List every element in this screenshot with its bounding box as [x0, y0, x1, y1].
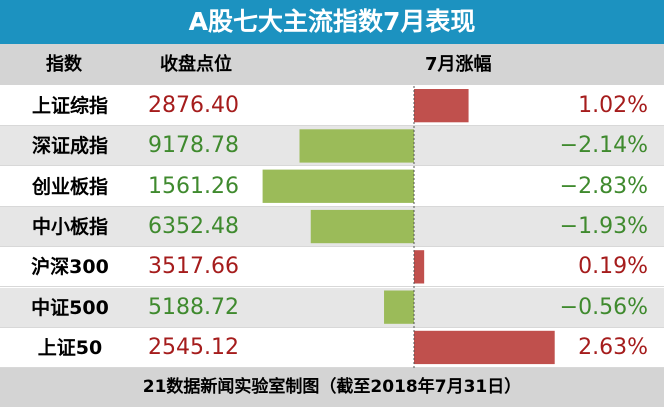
index-name: 创业板指 [31, 175, 108, 198]
index-name: 中证500 [31, 296, 109, 319]
change-label: 2.63% [578, 334, 648, 360]
change-label: 0.19% [578, 254, 648, 280]
header-close: 收盘点位 [160, 54, 232, 75]
table-row: 中小板指 6352.48 −1.93% [0, 206, 664, 247]
index-name: 沪深300 [31, 256, 109, 279]
table-row: 沪深300 3517.66 0.19% [0, 247, 664, 288]
change-label: 1.02% [578, 93, 648, 118]
change-label: −2.14% [559, 133, 648, 159]
close-value: 5188.72 [148, 294, 239, 320]
change-label: −2.83% [559, 173, 648, 199]
chart-footer: 21数据新闻实验室制图（截至2018年7月31日） [0, 368, 664, 407]
table-header: 指数 收盘点位 7月涨幅 [0, 44, 664, 86]
header-change: 7月涨幅 [425, 54, 492, 75]
index-name: 中小板指 [31, 215, 108, 238]
table-row: 创业板指 1561.26 −2.83% [0, 166, 664, 207]
index-name: 深证成指 [31, 135, 108, 158]
change-label: −1.93% [559, 213, 648, 239]
chart-title: A股七大主流指数7月表现 [0, 0, 664, 44]
table-row: 上证综指 2876.40 1.02% [0, 86, 664, 126]
table-row: 上证50 2545.12 2.63% [0, 327, 664, 368]
close-value: 2545.12 [148, 334, 239, 360]
close-value: 1561.26 [148, 173, 239, 199]
close-value: 3517.66 [148, 254, 239, 280]
index-name: 上证综指 [31, 95, 108, 117]
close-value: 9178.78 [148, 133, 239, 159]
table-row: 中证500 5188.72 −0.56% [0, 287, 664, 328]
close-value: 6352.48 [148, 213, 239, 239]
close-value: 2876.40 [148, 93, 239, 118]
index-name: 上证50 [37, 336, 103, 359]
table-row: 深证成指 9178.78 −2.14% [0, 126, 664, 167]
change-label: −0.56% [559, 294, 648, 320]
header-index: 指数 [46, 54, 82, 75]
